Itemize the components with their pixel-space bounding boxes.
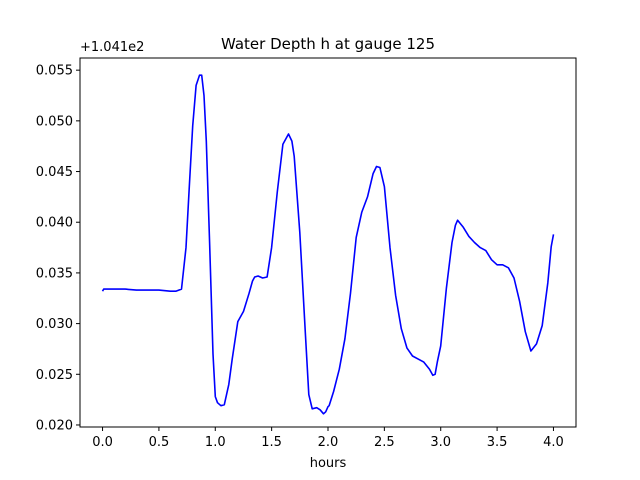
x-tick-label: 1.5 [261, 435, 282, 450]
y-offset-label: +1.041e2 [80, 40, 144, 55]
series-line [101, 74, 555, 415]
x-tick-label: 3.0 [430, 435, 451, 450]
x-tick-label: 3.5 [487, 435, 508, 450]
y-tick-label: 0.045 [36, 165, 73, 180]
y-tick-label: 0.020 [36, 418, 73, 433]
y-tick-label: 0.055 [36, 64, 73, 79]
x-tick-label: 2.5 [374, 435, 395, 450]
y-tick-label: 0.050 [36, 114, 73, 129]
x-tick-label: 4.0 [543, 435, 564, 450]
series-layer [101, 74, 555, 415]
y-tick-label: 0.025 [36, 368, 73, 383]
x-tick-label: 0.0 [92, 435, 113, 450]
x-tick-label: 0.5 [149, 435, 170, 450]
x-tick-label: 1.0 [205, 435, 226, 450]
y-tick-label: 0.040 [36, 216, 73, 231]
y-tick-label: 0.030 [36, 317, 73, 332]
plot-frame [79, 57, 577, 428]
y-axis-ticks: 0.020 0.025 0.030 0.035 0.040 0.045 0.050 0.055 [36, 64, 80, 433]
x-axis-ticks: 0.0 0.5 1.0 1.5 2.0 2.5 3.0 3.5 4.0 [92, 427, 564, 450]
chart-title: Water Depth h at gauge 125 [221, 35, 435, 53]
y-tick-label: 0.035 [36, 266, 73, 281]
x-tick-label: 2.0 [318, 435, 339, 450]
x-axis-label: hours [310, 456, 347, 471]
